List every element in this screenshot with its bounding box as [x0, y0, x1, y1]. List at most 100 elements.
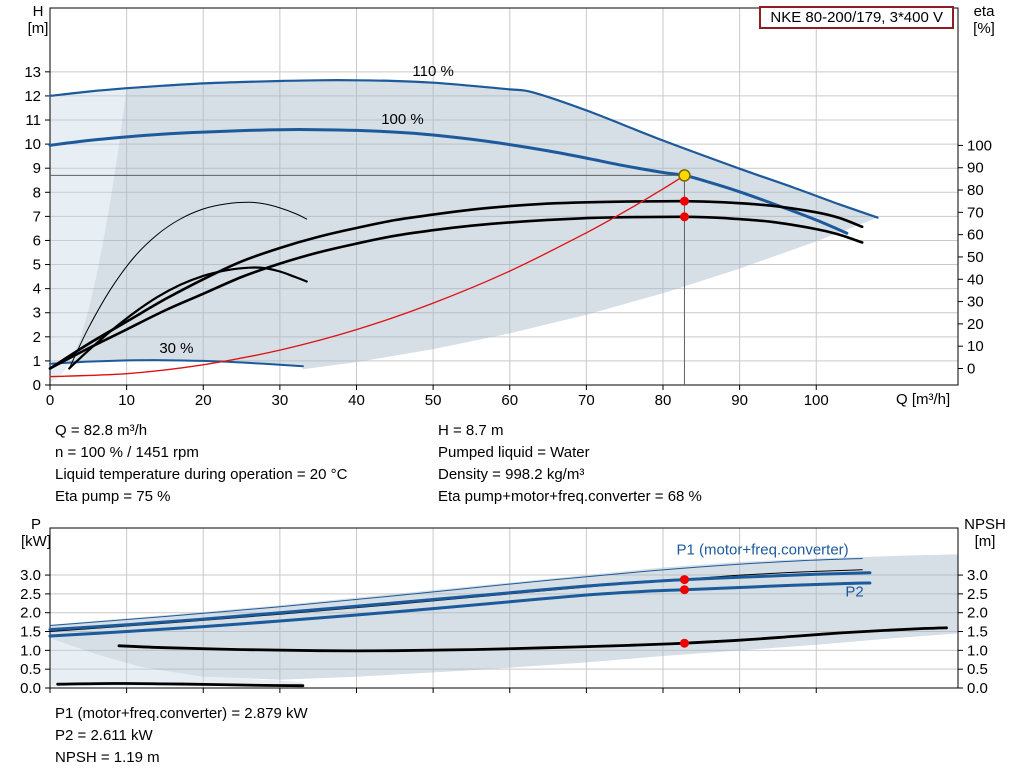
curve-speed-110: [48, 79, 879, 219]
right-axis-tick-label: 30: [967, 294, 984, 311]
eta-pump-point: [679, 196, 689, 206]
left-axis-tick-label: 12: [24, 88, 41, 105]
curve-system-curve: [49, 174, 686, 378]
curve-p2: [48, 581, 872, 638]
left-axis-tick-label: 6: [33, 232, 41, 249]
right-axis-tick-label: 50: [967, 249, 984, 266]
right-axis-tick-label: 2.5: [967, 586, 988, 603]
curve-speed-30: [49, 359, 304, 368]
eta-axis-unit: [%]: [973, 20, 995, 37]
curve-eta-pump-30: [68, 201, 308, 369]
envelope-outer-power-range: [50, 638, 303, 687]
left-axis-tick-label: 11: [25, 112, 41, 129]
left-axis-tick-label: 1.5: [20, 624, 41, 641]
left-axis-tick-label: 13: [24, 64, 41, 81]
plot-border: [49, 7, 959, 386]
right-axis-tick-label: 60: [967, 227, 984, 244]
info-npsh: NPSH = 1.19 m: [55, 749, 160, 766]
duty-info-left: Q = 82.8 m³/h n = 100 % / 1451 rpm Liqui…: [55, 420, 347, 508]
curve-label: P2: [845, 584, 863, 601]
info-density: Density = 998.2 kg/m³: [438, 466, 585, 483]
npsh-axis-symbol: NPSH: [964, 516, 1006, 533]
right-axis-tick-label: 0.0: [967, 680, 988, 697]
right-axis-tick-label: 20: [967, 316, 984, 333]
q-axis-title: Q [m³/h]: [896, 391, 951, 408]
curve-label: P1 (motor+freq.converter): [677, 541, 849, 558]
info-p2: P2 = 2.611 kW: [55, 727, 153, 744]
duty-info-right: H = 8.7 m Pumped liquid = Water Density …: [438, 420, 702, 508]
pump-title-box: NKE 80-200/179, 3*400 V: [759, 6, 954, 29]
npsh-axis-title: NPSH [m]: [954, 516, 1016, 550]
right-axis-tick-label: 1.5: [967, 624, 988, 641]
right-axis-tick-label: 80: [967, 182, 984, 199]
curve-npsh: [117, 626, 948, 653]
x-axis-tick-label: 10: [118, 392, 135, 409]
x-axis-tick-label: 100: [804, 392, 829, 409]
x-axis-tick-label: 0: [46, 392, 54, 409]
right-axis-tick-label: 1.0: [967, 642, 988, 659]
right-axis-tick-label: 70: [967, 204, 984, 221]
info-pumped-liquid: Pumped liquid = Water: [438, 444, 590, 461]
x-axis-tick-label: 60: [501, 392, 518, 409]
left-axis-tick-label: 10: [24, 136, 41, 153]
h-axis-symbol: H: [32, 3, 44, 20]
left-axis-tick-label: 5: [33, 257, 41, 274]
curve-eta-pump-100: [48, 199, 864, 370]
left-axis-tick-label: 8: [33, 184, 41, 201]
h-axis-title: H [m]: [16, 3, 60, 37]
info-p1: P1 (motor+freq.converter) = 2.879 kW: [55, 705, 308, 722]
x-axis-tick-label: 40: [348, 392, 365, 409]
curve-p1-110: [49, 558, 863, 626]
right-axis-tick-label: 100: [967, 137, 992, 154]
curve-eta-total-100: [48, 215, 864, 370]
info-h: H = 8.7 m: [438, 422, 504, 439]
info-q: Q = 82.8 m³/h: [55, 422, 148, 439]
left-axis-tick-label: 1.0: [20, 642, 41, 659]
left-axis-tick-label: 7: [33, 208, 41, 225]
x-axis-tick-label: 20: [195, 392, 212, 409]
right-axis-tick-label: 2.0: [967, 605, 988, 622]
left-axis-tick-label: 4: [33, 281, 41, 298]
npsh-point: [679, 638, 689, 648]
right-axis-tick-label: 0: [967, 360, 975, 377]
x-axis-tick-label: 70: [578, 392, 595, 409]
curve-label: 110 %: [412, 63, 453, 80]
p-axis-symbol: P: [30, 516, 41, 533]
right-axis-tick-label: 3.0: [967, 567, 988, 584]
info-liquid-temp: Liquid temperature during operation = 20…: [55, 466, 348, 483]
right-axis-tick-label: 0.5: [967, 661, 988, 678]
x-axis-tick-label: 50: [425, 392, 442, 409]
curve-speed-100: [48, 128, 849, 235]
power-info: P1 (motor+freq.converter) = 2.879 kW P2 …: [55, 703, 308, 769]
p-axis-title: P [kW]: [10, 516, 62, 550]
curve-label: 30 %: [159, 340, 193, 357]
curve-label: 100 %: [381, 111, 424, 128]
right-axis-tick-label: 40: [967, 271, 984, 288]
info-n: n = 100 % / 1451 rpm: [55, 444, 199, 461]
x-axis-tick-label: 80: [655, 392, 672, 409]
x-axis-tick-label: 90: [731, 392, 748, 409]
eta-total-point: [679, 212, 689, 222]
duty-point-marker[interactable]: [678, 169, 691, 182]
h-axis-unit: [m]: [27, 20, 49, 37]
right-axis-tick-label: 10: [967, 338, 984, 355]
left-axis-tick-label: 3.0: [20, 567, 41, 584]
p2-point: [679, 585, 689, 595]
curve-p1: [48, 571, 872, 632]
npsh-axis-unit: [m]: [974, 533, 996, 550]
left-axis-tick-label: 3: [33, 305, 41, 322]
p-axis-unit: [kW]: [21, 533, 51, 550]
eta-axis-title: eta [%]: [958, 3, 1010, 37]
envelope-inner-power-range: [50, 554, 958, 680]
p1-point: [679, 575, 689, 585]
left-axis-tick-label: 2.0: [20, 605, 41, 622]
plot-border: [49, 527, 959, 689]
info-eta-total: Eta pump+motor+freq.converter = 68 %: [438, 488, 702, 505]
left-axis-tick-label: 2: [33, 329, 41, 346]
left-axis-tick-label: 0: [33, 377, 41, 394]
x-axis-tick-label: 30: [272, 392, 289, 409]
left-axis-tick-label: 0.5: [20, 661, 41, 678]
left-axis-tick-label: 2.5: [20, 586, 41, 603]
